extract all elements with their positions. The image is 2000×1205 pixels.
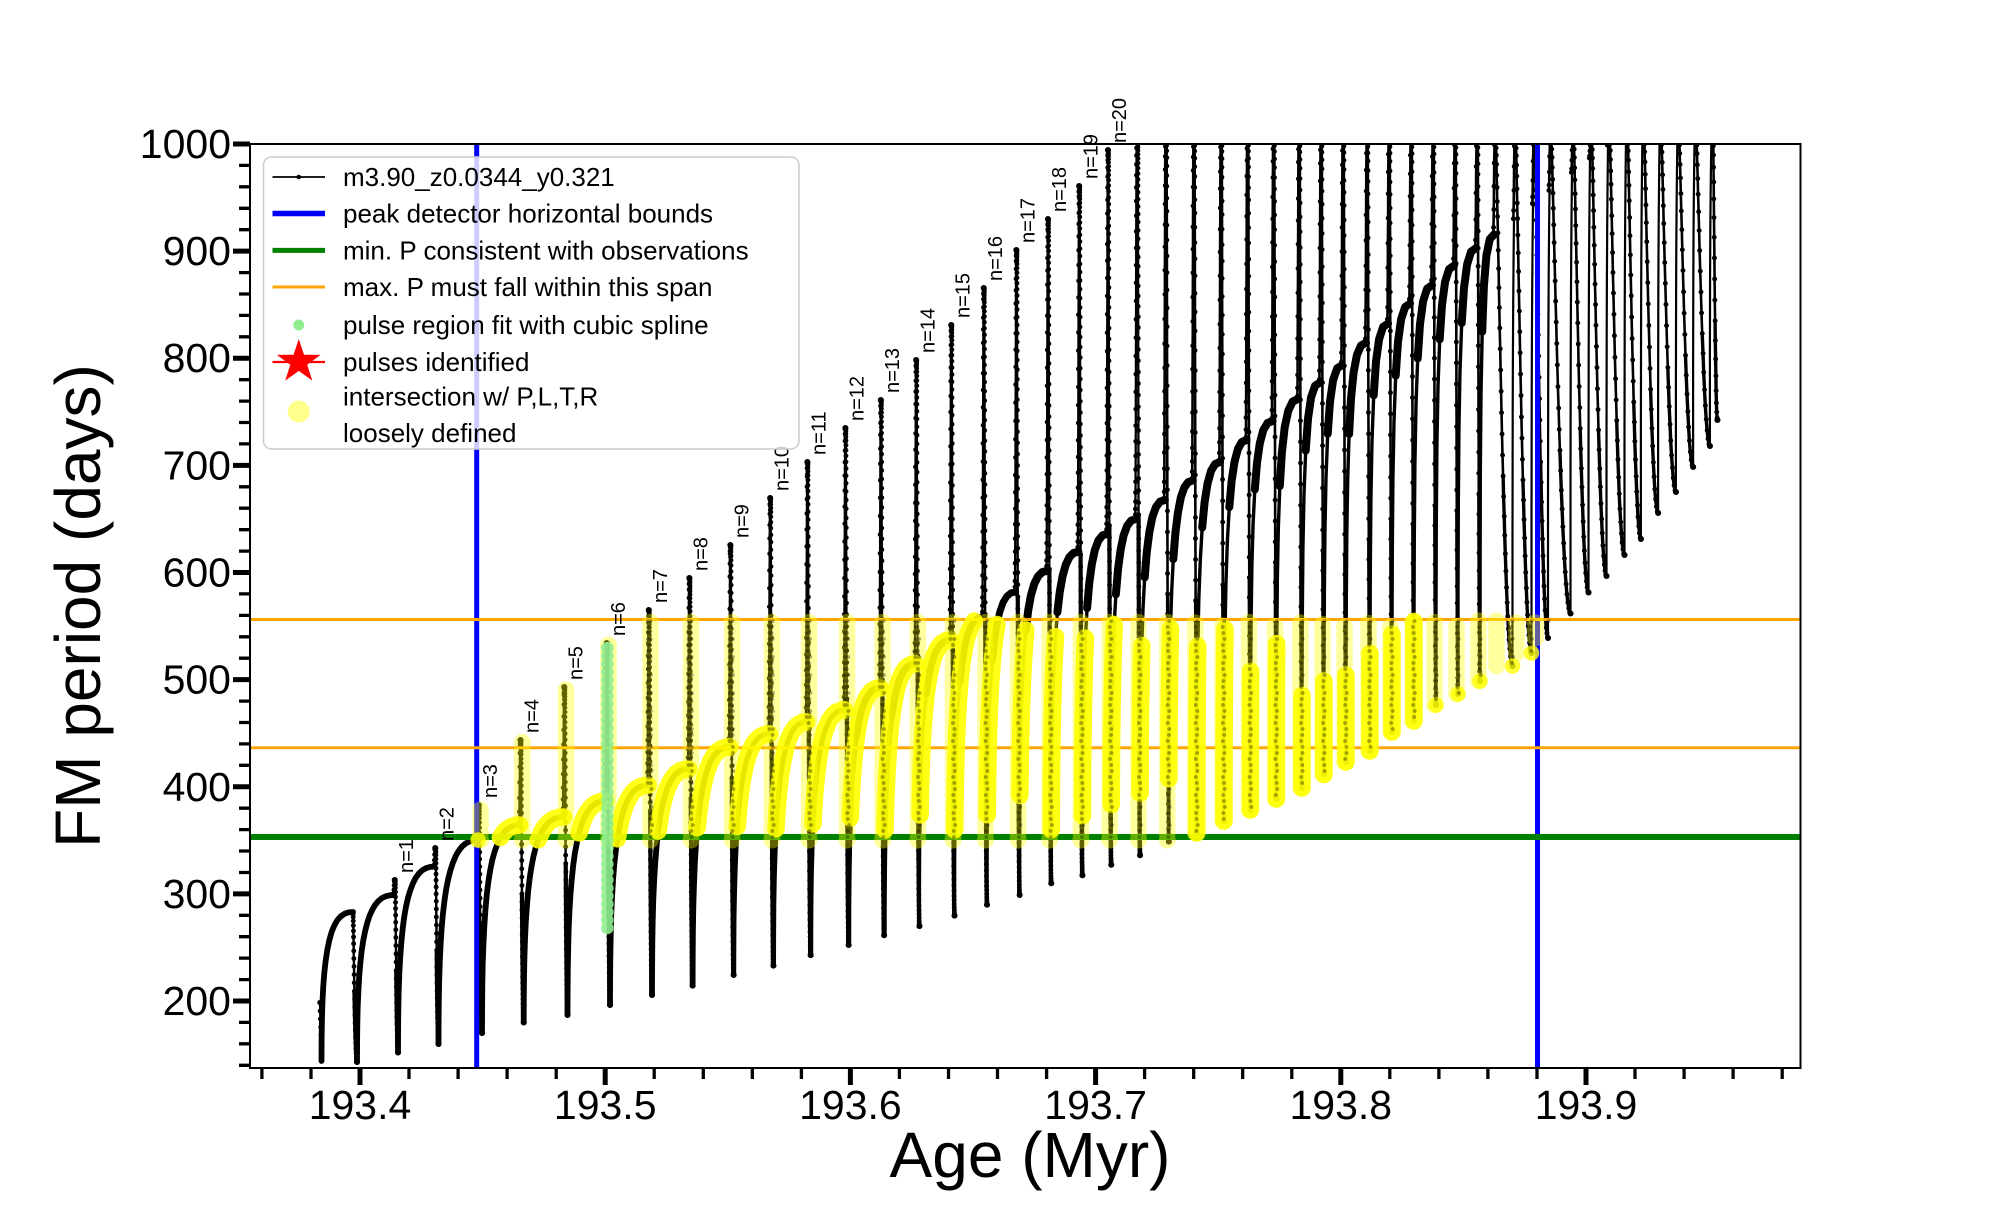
svg-text:n=5: n=5 [566,646,588,680]
svg-text:n=8: n=8 [691,537,713,571]
svg-text:intersection w/ P,L,T,R: intersection w/ P,L,T,R [343,382,598,412]
svg-text:pulse region fit with cubic sp: pulse region fit with cubic spline [343,310,709,340]
svg-text:200: 200 [163,978,231,1024]
svg-text:600: 600 [163,550,231,596]
svg-text:n=9: n=9 [732,504,754,538]
svg-text:n=18: n=18 [1049,167,1071,212]
svg-text:193.5: 193.5 [554,1082,657,1128]
svg-text:n=4: n=4 [522,699,544,733]
svg-text:300: 300 [163,871,231,917]
svg-text:n=12: n=12 [847,376,869,421]
svg-text:800: 800 [163,335,231,381]
svg-text:n=20: n=20 [1109,98,1131,143]
svg-text:n=6: n=6 [608,602,630,636]
svg-text:1000: 1000 [140,121,231,167]
svg-text:900: 900 [163,228,231,274]
svg-text:n=1: n=1 [396,839,418,873]
svg-text:193.6: 193.6 [799,1082,902,1128]
svg-text:m3.90_z0.0344_y0.321: m3.90_z0.0344_y0.321 [343,162,615,192]
svg-text:500: 500 [163,657,231,703]
svg-text:max. P must fall within this s: max. P must fall within this span [343,272,712,302]
svg-text:400: 400 [163,764,231,810]
svg-text:193.8: 193.8 [1289,1082,1392,1128]
svg-text:loosely defined: loosely defined [343,418,516,448]
svg-text:n=16: n=16 [985,236,1007,281]
svg-text:n=13: n=13 [882,348,904,393]
svg-text:peak detector horizontal bound: peak detector horizontal bounds [343,199,713,229]
svg-text:193.7: 193.7 [1044,1082,1147,1128]
svg-text:700: 700 [163,442,231,488]
svg-text:n=11: n=11 [809,411,831,455]
svg-text:n=17: n=17 [1018,198,1040,243]
svg-text:Age (Myr): Age (Myr) [890,1119,1171,1191]
svg-text:n=3: n=3 [480,764,502,798]
svg-text:FM period (days): FM period (days) [42,364,114,848]
svg-text:n=7: n=7 [650,569,672,603]
svg-text:n=10: n=10 [771,446,793,491]
svg-text:193.4: 193.4 [309,1082,412,1128]
svg-text:n=14: n=14 [917,308,939,353]
svg-text:n=2: n=2 [437,807,459,841]
svg-text:pulses identified: pulses identified [343,347,529,377]
svg-text:n=15: n=15 [953,273,975,318]
svg-text:n=19: n=19 [1080,134,1102,179]
svg-text:193.9: 193.9 [1535,1082,1638,1128]
svg-text:min. P consistent with observa: min. P consistent with observations [343,235,749,265]
